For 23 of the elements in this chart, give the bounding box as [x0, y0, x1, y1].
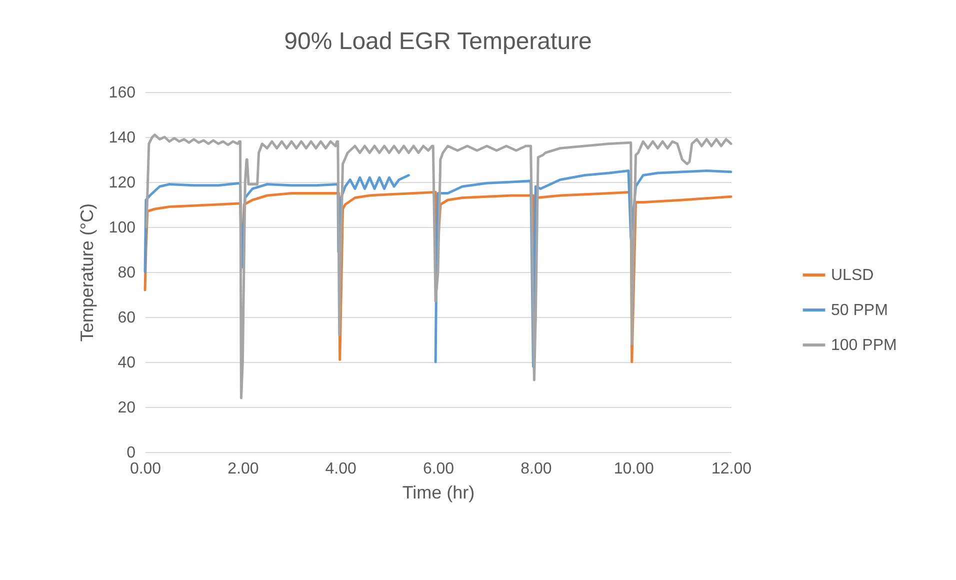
x-tick-label: 2.00	[228, 460, 259, 478]
x-axis-title: Time (hr)	[402, 482, 475, 502]
y-tick-label: 80	[118, 264, 136, 282]
y-tick-label: 20	[118, 400, 136, 416]
y-tick-label: 160	[108, 84, 136, 102]
chart-title: 90% Load EGR Temperature	[284, 28, 592, 55]
legend-label: 50 PPM	[831, 302, 888, 319]
legend-label: 100 PPM	[831, 337, 897, 354]
y-tick-label: 40	[118, 354, 136, 372]
y-tick-label: 140	[108, 130, 136, 146]
x-tick-label: 12.00	[711, 460, 752, 478]
y-tick-label: 120	[108, 174, 136, 192]
x-tick-label: 6.00	[422, 460, 454, 478]
legend-label: ULSD	[831, 267, 874, 284]
x-tick-label: 4.00	[325, 460, 357, 478]
y-axis-title: Temperature (°C)	[76, 203, 97, 342]
x-tick-label: 0.00	[130, 460, 162, 478]
y-tick-label: 60	[118, 310, 136, 326]
y-tick-label: 0	[126, 444, 136, 462]
line-series	[145, 134, 732, 400]
x-tick-label: 10.00	[614, 460, 654, 478]
y-tick-label: 100	[108, 220, 136, 236]
x-tick-label: 8.00	[520, 460, 552, 478]
